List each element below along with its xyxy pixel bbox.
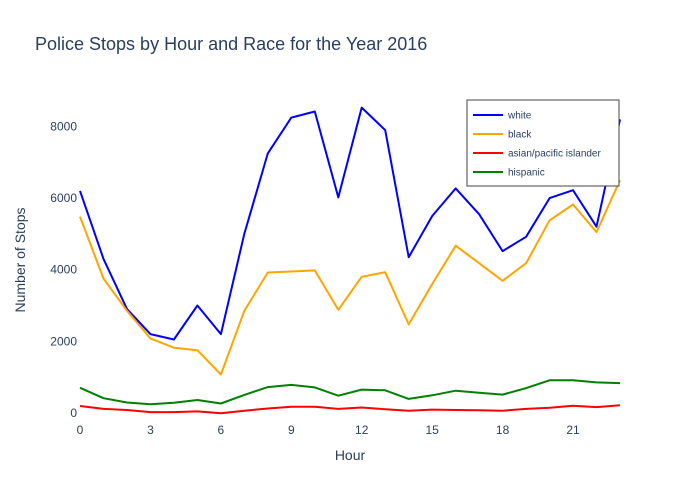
y-tick-label: 0 <box>70 406 77 420</box>
legend-label: black <box>508 130 532 141</box>
series-lines <box>79 106 621 415</box>
y-axis-title: Number of Stops <box>12 207 28 312</box>
y-tick-label: 8000 <box>50 120 77 134</box>
legend-item[interactable]: asian/pacific islander <box>473 149 601 160</box>
legend-item[interactable]: hispanic <box>473 168 545 179</box>
y-tick-labels: 0 2000 4000 6000 8000 <box>50 120 77 420</box>
series-line-black <box>79 179 621 376</box>
x-tick-labels: 0 3 6 9 12 15 18 21 <box>77 423 580 437</box>
legend-label: white <box>507 111 532 122</box>
legend-item[interactable]: black <box>473 130 532 141</box>
y-tick-label: 4000 <box>50 263 77 277</box>
x-tick-label: 18 <box>496 423 510 437</box>
x-axis-title: Hour <box>335 447 366 463</box>
x-tick-label: 6 <box>218 423 225 437</box>
y-tick-label: 2000 <box>50 334 77 348</box>
series-line-asian-pacific-islander <box>79 404 621 415</box>
chart-title: Police Stops by Hour and Race for the Ye… <box>35 34 427 54</box>
legend[interactable]: white black asian/pacific islander hispanic <box>466 99 620 187</box>
x-tick-label: 0 <box>77 423 84 437</box>
x-tick-label: 3 <box>147 423 154 437</box>
series-line-white <box>79 106 621 341</box>
x-tick-label: 15 <box>425 423 439 437</box>
series-line-hispanic <box>79 379 621 406</box>
x-tick-label: 9 <box>288 423 295 437</box>
y-tick-label: 6000 <box>50 191 77 205</box>
legend-item[interactable]: white <box>473 111 532 122</box>
legend-label: asian/pacific islander <box>508 149 601 160</box>
x-tick-label: 12 <box>355 423 369 437</box>
legend-label: hispanic <box>508 168 545 179</box>
x-tick-label: 21 <box>566 423 580 437</box>
